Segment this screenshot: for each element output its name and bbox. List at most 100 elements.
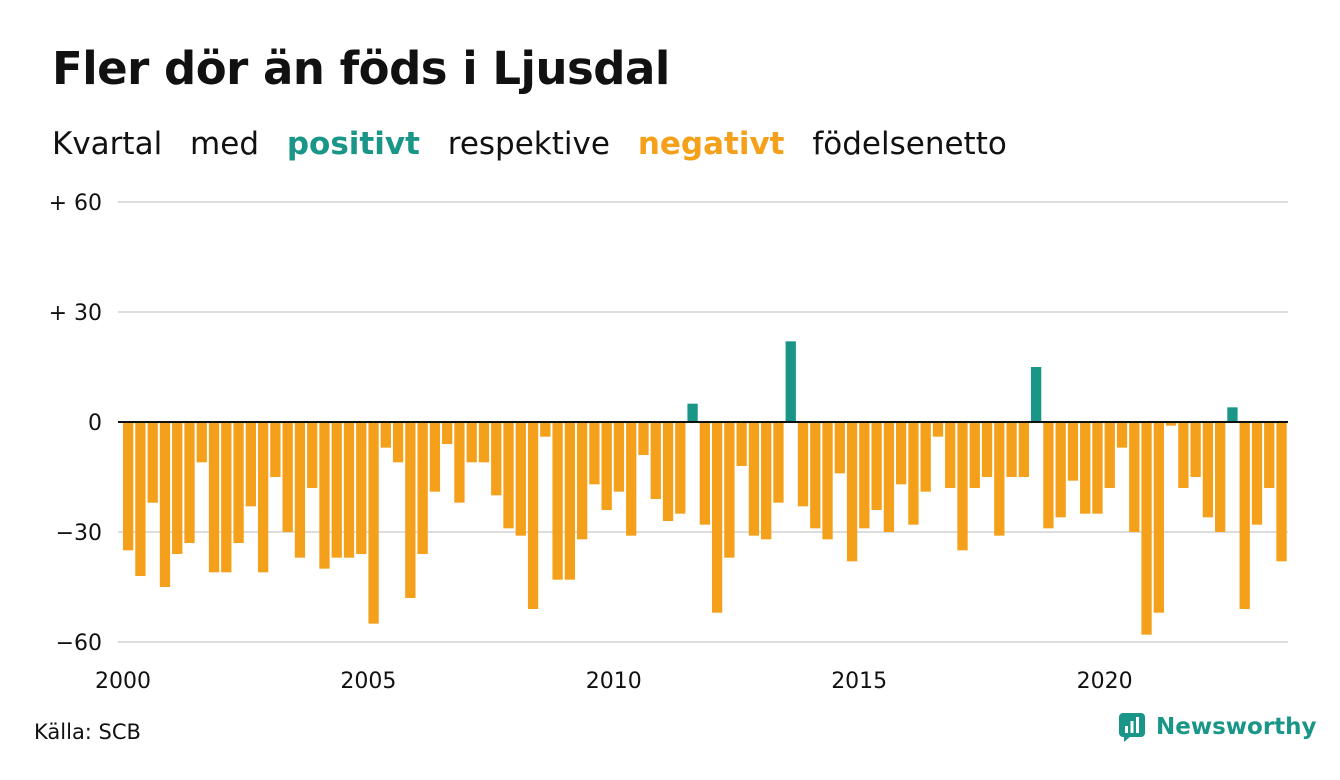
- bar: [1264, 422, 1275, 488]
- bar: [454, 422, 465, 503]
- bar: [1104, 422, 1115, 488]
- bar: [613, 422, 625, 492]
- bar: [675, 422, 686, 514]
- bar: [1092, 422, 1103, 514]
- x-tick-label: 2020: [1077, 669, 1133, 694]
- bar: [196, 422, 207, 463]
- bar: [159, 422, 171, 587]
- bar: [932, 422, 944, 437]
- bar: [478, 422, 490, 463]
- bar: [1141, 422, 1152, 635]
- bar: [1018, 422, 1030, 477]
- bar: [1190, 422, 1201, 477]
- bar: [1178, 422, 1189, 488]
- bar: [846, 422, 858, 562]
- y-tick-label: + 30: [49, 301, 102, 326]
- bar: [257, 422, 269, 573]
- bar: [810, 422, 821, 529]
- y-tick-label: + 60: [49, 191, 102, 216]
- bar: [638, 422, 649, 455]
- bar: [1215, 422, 1226, 532]
- bar: [736, 422, 747, 466]
- subtitle-part-1: Kvartal: [52, 126, 163, 162]
- bar: [650, 422, 661, 499]
- bar: [662, 422, 674, 521]
- bar: [343, 422, 355, 558]
- bar: [405, 422, 416, 598]
- bar: [945, 422, 956, 488]
- y-tick-label: −60: [56, 631, 102, 656]
- bar: [319, 422, 330, 569]
- bar: [822, 422, 833, 540]
- bar: [294, 422, 306, 558]
- bar: [883, 422, 895, 532]
- subtitle-positive-word: positivt: [286, 126, 420, 162]
- brand-logo[interactable]: Newsworthy: [1118, 712, 1317, 742]
- bar: [552, 422, 563, 580]
- bar: [834, 422, 845, 474]
- bar: [711, 422, 723, 613]
- bar: [1067, 422, 1079, 481]
- bar: [356, 422, 367, 554]
- bar: [1030, 367, 1042, 422]
- bar: [245, 422, 256, 507]
- bar: [687, 403, 698, 422]
- y-tick-label: −30: [56, 521, 102, 546]
- bar: [221, 422, 232, 573]
- bar: [491, 422, 502, 496]
- bar: [123, 422, 134, 551]
- bar: [1227, 407, 1238, 422]
- bar: [773, 422, 784, 503]
- bar: [724, 422, 735, 558]
- newsworthy-logo-icon: [1119, 713, 1145, 742]
- bar: [969, 422, 980, 488]
- bar: [576, 422, 588, 540]
- bar: [920, 422, 931, 492]
- subtitle-part-3: respektive: [447, 126, 610, 162]
- bar: [981, 422, 993, 477]
- subtitle-part-2: med: [190, 126, 259, 162]
- bar: [957, 422, 968, 551]
- bar: [994, 422, 1005, 536]
- bar: [601, 422, 612, 510]
- bar: [147, 422, 158, 503]
- bar: [368, 422, 379, 624]
- bar: [1080, 422, 1091, 514]
- bar: [589, 422, 600, 485]
- bar: [233, 422, 244, 543]
- bar: [380, 422, 391, 448]
- bar: [908, 422, 919, 525]
- bar: [699, 422, 710, 525]
- x-tick-label: 2010: [586, 669, 642, 694]
- subtitle-negative-word: negativt: [637, 126, 785, 162]
- source-note: Källa: SCB: [34, 720, 141, 744]
- bar: [1165, 422, 1177, 426]
- bar: [1202, 422, 1214, 518]
- bar: [307, 422, 318, 488]
- bar: [515, 422, 526, 536]
- bar: [871, 422, 882, 510]
- bar: [540, 422, 551, 437]
- bar: [564, 422, 576, 580]
- bar: [1055, 422, 1066, 518]
- subtitle-part-4: födelsenetto: [812, 126, 1007, 162]
- bar: [417, 422, 428, 554]
- bar: [859, 422, 870, 529]
- bar: [270, 422, 281, 477]
- bar: [1153, 422, 1164, 613]
- bar: [172, 422, 183, 554]
- bar: [896, 422, 907, 485]
- bar: [331, 422, 342, 558]
- bar: [626, 422, 637, 536]
- bar: [1043, 422, 1054, 529]
- bar: [442, 422, 453, 444]
- x-tick-label: 2015: [831, 669, 887, 694]
- brand-name: Newsworthy: [1156, 714, 1317, 740]
- bar: [1251, 422, 1263, 525]
- bar: [1006, 422, 1017, 477]
- bar: [503, 422, 514, 529]
- bar: [429, 422, 441, 492]
- bar: [527, 422, 539, 609]
- bar: [135, 422, 146, 576]
- bar: [1276, 422, 1287, 562]
